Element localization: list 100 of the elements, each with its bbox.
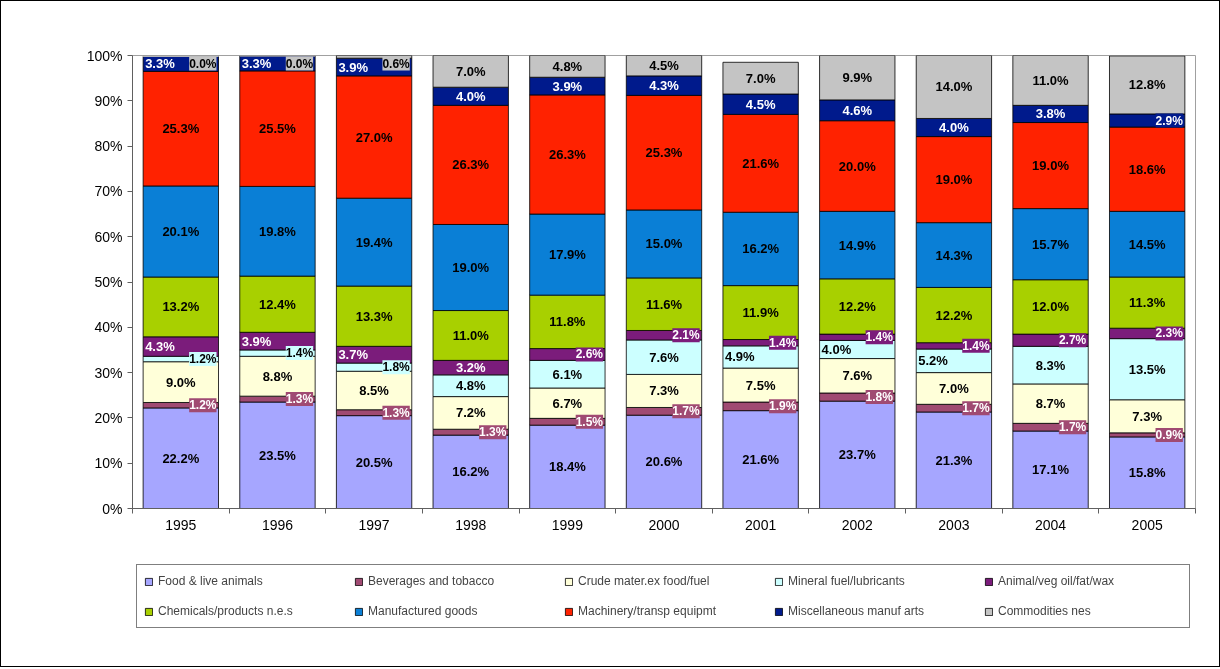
data-label: 13.2% xyxy=(162,299,200,315)
legend-label: Chemicals/products n.e.s xyxy=(158,603,294,620)
data-label: 12.0% xyxy=(1032,299,1070,315)
y-tick-label: 40% xyxy=(94,319,123,336)
x-tick-label: 2003 xyxy=(938,516,970,533)
data-label: 3.9% xyxy=(552,78,583,94)
data-label: 8.5% xyxy=(359,382,390,398)
data-label: 21.6% xyxy=(742,452,780,468)
data-label: 26.3% xyxy=(452,157,490,173)
data-label: 2.6% xyxy=(575,347,604,362)
data-label: 7.0% xyxy=(939,380,970,396)
bar xyxy=(142,407,219,509)
data-label: 4.9% xyxy=(724,349,756,365)
data-label: 19.0% xyxy=(935,172,973,188)
x-tick-label: 2004 xyxy=(1034,516,1067,533)
data-label: 2.7% xyxy=(1058,333,1087,348)
legend-label: Miscellaneous manuf arts xyxy=(788,603,926,620)
data-label: 15.7% xyxy=(1032,236,1070,252)
data-label: 0.0% xyxy=(189,56,217,71)
x-tick-label: 2005 xyxy=(1131,516,1163,533)
data-label: 7.3% xyxy=(1132,408,1163,424)
data-label: 3.9% xyxy=(338,59,369,75)
y-tick-label: 100% xyxy=(86,47,123,64)
data-label: 0.0% xyxy=(285,56,314,71)
data-label: 4.5% xyxy=(745,96,776,112)
data-label: 4.0% xyxy=(939,120,970,136)
data-label: 0.6% xyxy=(382,56,411,71)
x-tick-label: 2000 xyxy=(648,516,680,533)
legend-label: Animal/veg oil/fat/wax xyxy=(998,573,1116,590)
data-label: 6.1% xyxy=(552,366,583,382)
x-tick-label: 1998 xyxy=(455,516,487,533)
data-label: 3.7% xyxy=(338,347,369,363)
legend-label: Crude mater.ex food/fuel xyxy=(578,573,711,590)
data-label: 8.8% xyxy=(262,368,293,384)
data-label: 6.7% xyxy=(552,395,583,411)
data-label: 11.9% xyxy=(742,305,780,321)
data-label: 11.6% xyxy=(645,296,683,312)
data-label: 0.9% xyxy=(1155,427,1184,442)
data-label: 1.3% xyxy=(479,425,507,440)
data-label: 20.5% xyxy=(355,454,393,470)
data-label: 4.0% xyxy=(455,88,486,104)
data-label: 4.8% xyxy=(455,378,486,394)
x-tick-label: 2002 xyxy=(841,516,874,533)
data-label: 22.2% xyxy=(162,450,200,466)
data-label: 20.1% xyxy=(162,223,200,239)
data-label: 1.9% xyxy=(768,399,797,414)
y-tick-label: 0% xyxy=(102,500,123,517)
data-label: 12.2% xyxy=(838,298,877,314)
data-label: 21.6% xyxy=(742,155,780,171)
y-tick-label: 20% xyxy=(94,409,123,426)
data-label: 1.7% xyxy=(1058,420,1087,435)
data-label: 4.5% xyxy=(649,58,680,74)
data-label: 1.5% xyxy=(575,414,604,429)
legend-label: Food & live animals xyxy=(158,573,264,590)
data-label: 1.8% xyxy=(382,360,411,375)
data-label: 8.7% xyxy=(1035,396,1066,412)
data-label: 1.2% xyxy=(189,352,217,367)
x-tick-label: 1999 xyxy=(551,516,584,533)
y-tick-label: 60% xyxy=(94,228,123,245)
data-label: 11.3% xyxy=(1129,295,1166,311)
data-label: 1.8% xyxy=(865,390,894,405)
data-label: 9.0% xyxy=(166,374,197,390)
data-label: 20.0% xyxy=(838,158,877,174)
data-label: 13.3% xyxy=(355,308,393,324)
data-label: 17.9% xyxy=(548,247,587,263)
data-label: 11.8% xyxy=(549,314,586,330)
y-tick-label: 80% xyxy=(94,138,123,155)
data-label: 3.9% xyxy=(241,333,272,349)
y-tick-label: 90% xyxy=(94,92,123,109)
y-tick-label: 70% xyxy=(94,183,123,200)
data-label: 23.5% xyxy=(259,447,297,463)
data-label: 1.4% xyxy=(768,335,797,350)
data-label: 3.8% xyxy=(1035,106,1066,122)
data-label: 7.0% xyxy=(745,70,776,86)
data-label: 1.2% xyxy=(189,398,217,413)
data-label: 12.4% xyxy=(259,296,297,312)
data-label: 26.3% xyxy=(548,146,587,162)
data-label: 4.3% xyxy=(649,78,680,94)
data-label: 4.0% xyxy=(821,342,852,357)
legend-label: Mineral fuel/lubricants xyxy=(788,573,906,590)
data-label: 1.4% xyxy=(962,338,990,353)
y-tick-label: 30% xyxy=(94,364,123,381)
data-label: 1.3% xyxy=(382,405,411,420)
data-label: 15.0% xyxy=(645,236,683,252)
data-label: 16.2% xyxy=(452,464,490,480)
data-label: 2.3% xyxy=(1155,326,1184,341)
data-label: 2.1% xyxy=(672,328,701,343)
data-label: 23.7% xyxy=(838,447,877,463)
y-tick-label: 50% xyxy=(94,274,123,290)
data-label: 13.5% xyxy=(1128,361,1167,377)
data-label: 7.6% xyxy=(842,368,873,384)
data-label: 27.0% xyxy=(355,129,393,145)
data-label: 21.3% xyxy=(935,452,973,468)
data-label: 7.6% xyxy=(649,349,680,365)
data-label: 1.3% xyxy=(285,392,314,407)
data-label: 5.2% xyxy=(918,353,949,369)
data-label: 3.3% xyxy=(145,56,176,72)
data-label: 11.0% xyxy=(1032,72,1070,88)
data-label: 1.4% xyxy=(865,330,894,345)
data-label: 1.4% xyxy=(285,346,314,361)
